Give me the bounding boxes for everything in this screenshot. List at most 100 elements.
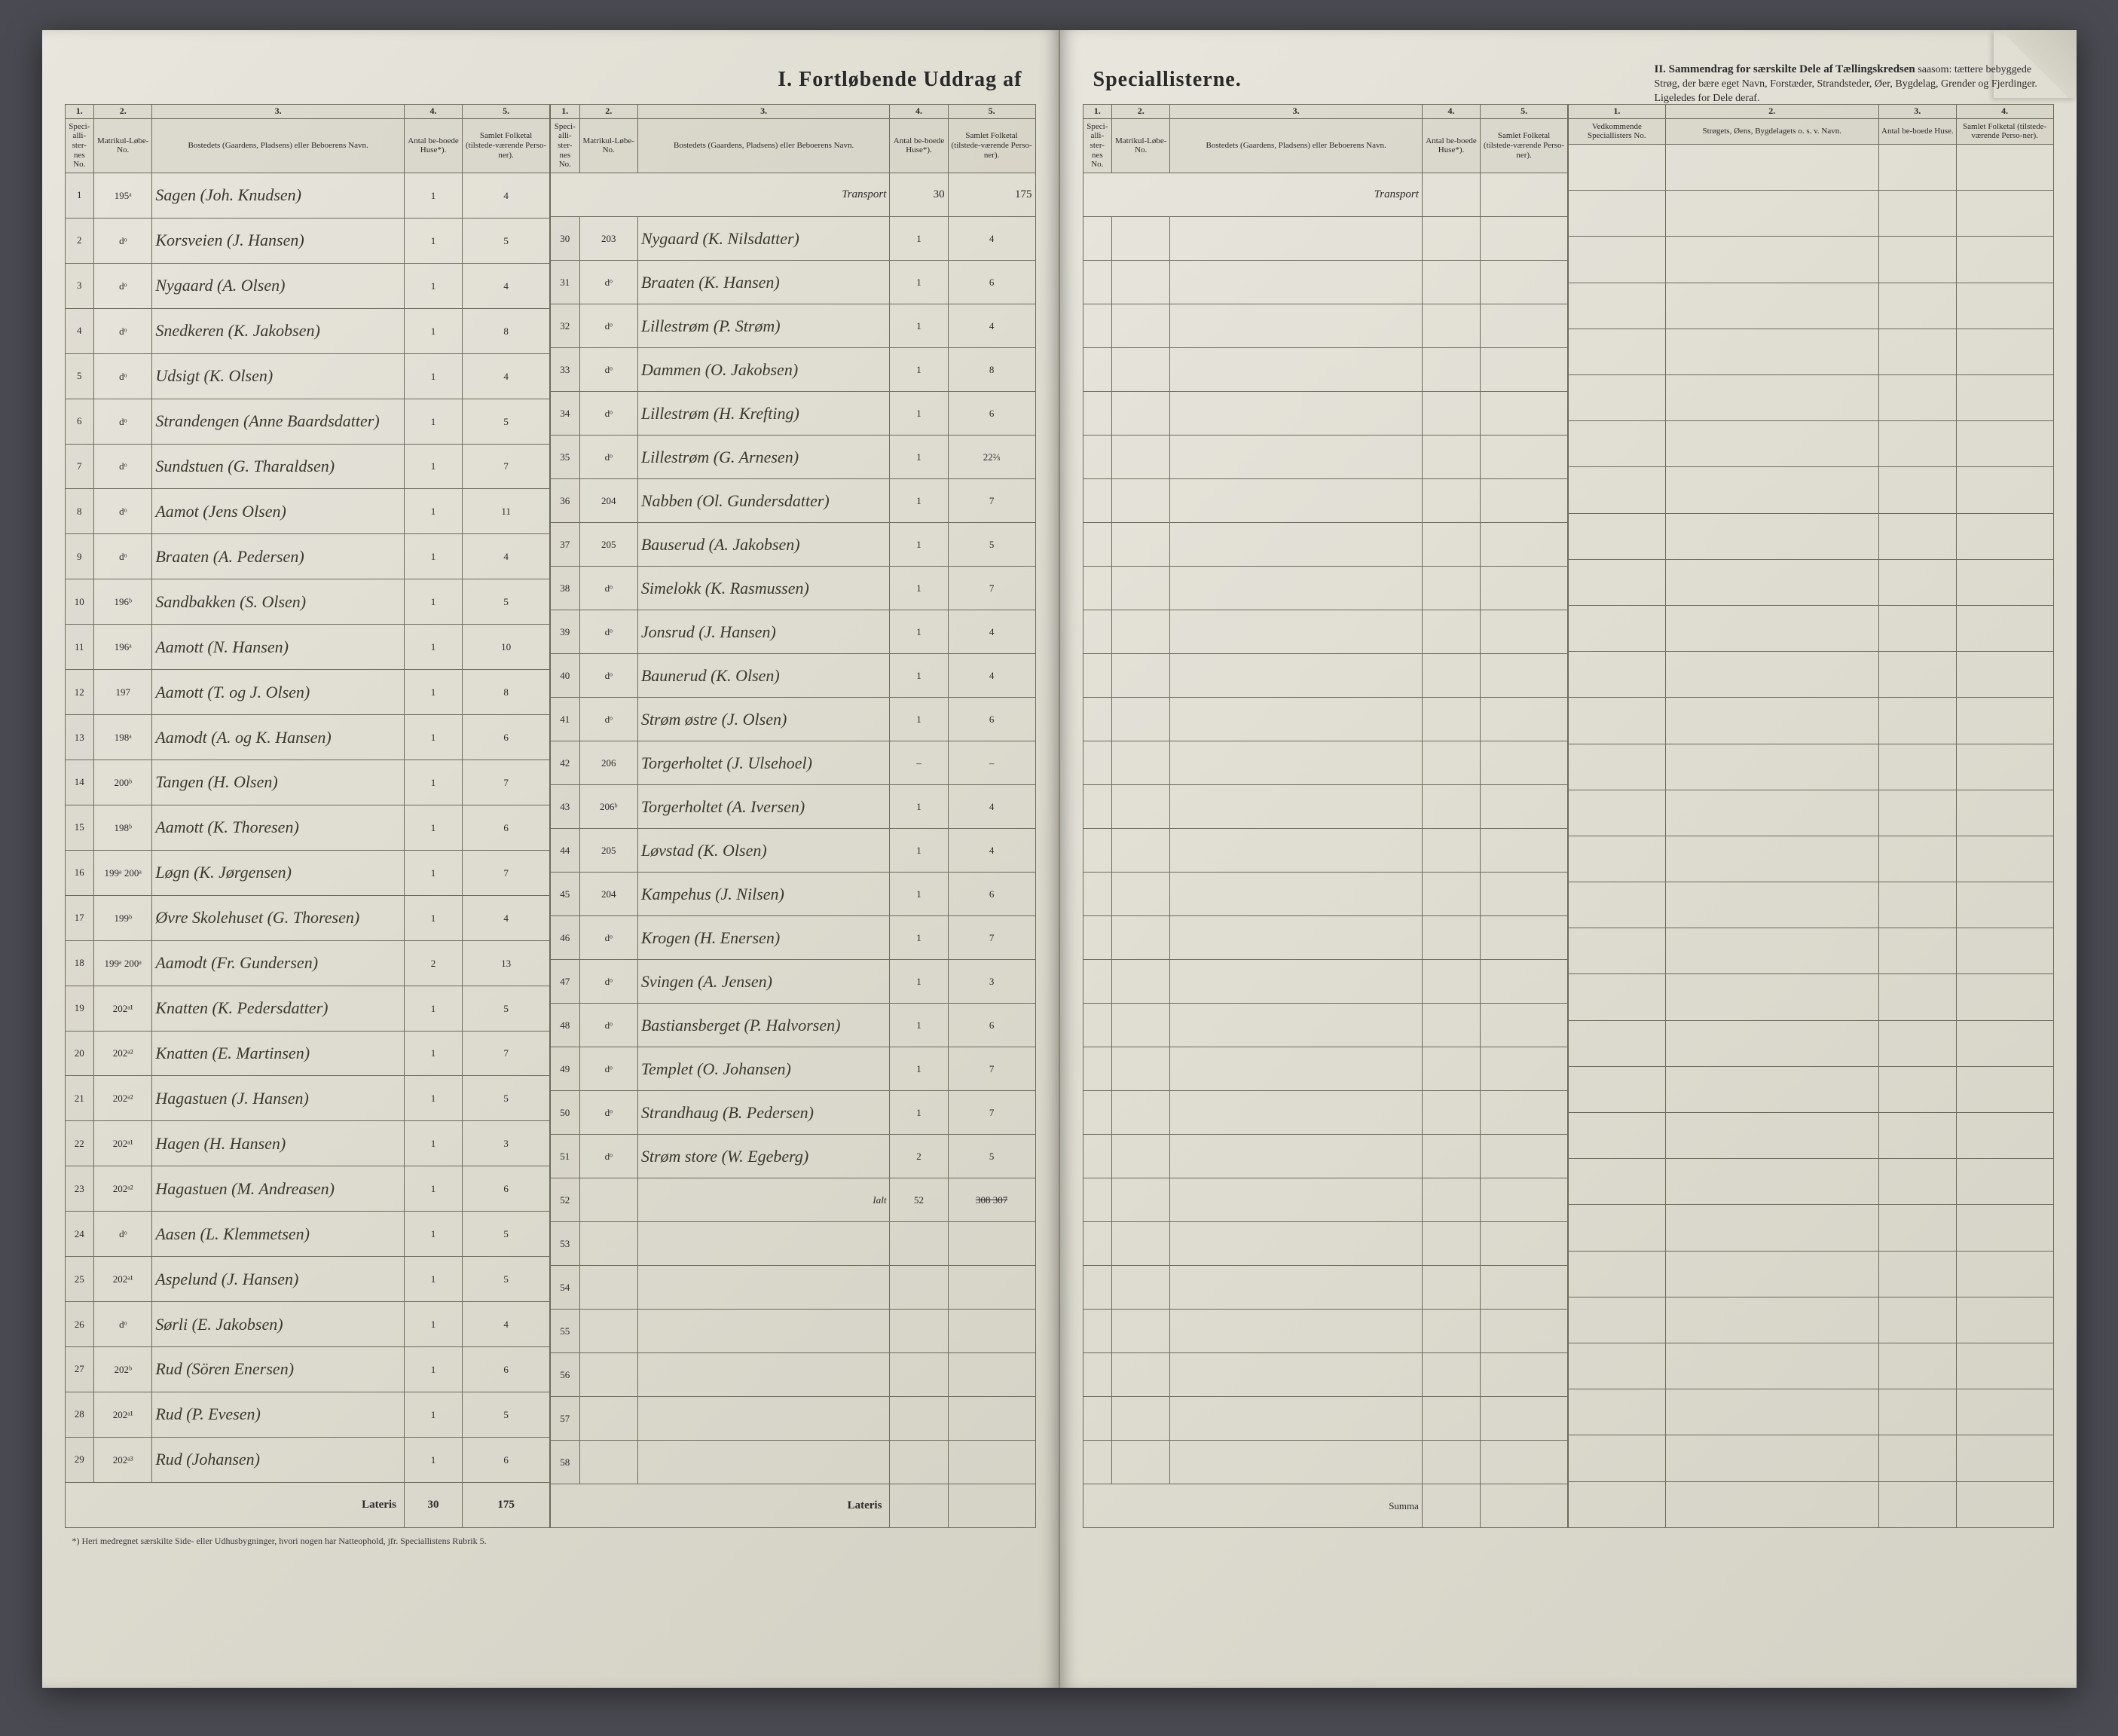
row-huse: 1: [404, 760, 462, 805]
right-page: Speciallisterne. II. Sammendrag for særs…: [1060, 30, 2077, 1688]
row-huse: 1: [890, 304, 948, 348]
row-no: 16: [65, 850, 94, 895]
table-row: [1569, 1113, 2054, 1159]
row-name: Knatten (K. Pedersdatter): [155, 998, 328, 1017]
row-huse: 1: [404, 489, 462, 534]
table-row: [1569, 928, 2054, 974]
row-matrikul: 195ᵃ: [94, 173, 152, 219]
table-row: 1 195ᵃ Sagen (Joh. Knudsen) 1 4: [65, 173, 550, 219]
row-huse: 1: [890, 1091, 948, 1135]
table-row: [1569, 375, 2054, 421]
table-row: 9 dᵒ Braaten (A. Pedersen) 1 4: [65, 534, 550, 579]
row-matrikul: dᵒ: [579, 1135, 637, 1178]
table-row: 29 202ᵃ³ Rud (Johansen) 1 6: [65, 1437, 550, 1482]
table-row: 55: [551, 1310, 1036, 1353]
row-huse: 1: [890, 392, 948, 436]
table-row: [1083, 217, 1568, 261]
row-folk: 5: [463, 1392, 550, 1437]
row-name: Knatten (E. Martinsen): [155, 1044, 310, 1062]
row-folk: 7: [948, 567, 1035, 610]
table-row: 39 dᵒ Jonsrud (J. Hansen) 1 4: [551, 610, 1036, 654]
table-row: [1569, 421, 2054, 467]
row-matrikul: dᵒ: [94, 263, 152, 308]
row-folk: 13: [463, 940, 550, 986]
row-matrikul: dᵒ: [579, 654, 637, 698]
colnum: 3.: [152, 105, 405, 119]
row-matrikul: 198ᵃ: [94, 715, 152, 760]
row-name: Løgn (K. Jørgensen): [155, 863, 292, 882]
row-no: 15: [65, 805, 94, 850]
row-no: 30: [551, 217, 580, 261]
table-row: [1083, 741, 1568, 785]
row-name: Aamodt (Fr. Gundersen): [155, 953, 318, 972]
row-folk: 3: [948, 960, 1035, 1004]
row-name: Aamott (T. og J. Olsen): [155, 683, 310, 701]
table-row: 37 205 Bauserud (A. Jakobsen) 1 5: [551, 523, 1036, 567]
table-row: 16 199ᵃ 200ᵃ Løgn (K. Jørgensen) 1 7: [65, 850, 550, 895]
table-row: 15 198ᵇ Aamott (K. Thoresen) 1 6: [65, 805, 550, 850]
row-huse: 1: [404, 218, 462, 263]
row-name: Braaten (A. Pedersen): [155, 547, 304, 566]
row-folk: 4: [463, 895, 550, 940]
row-huse: 1: [890, 217, 948, 261]
row-huse: 1: [890, 479, 948, 523]
row-matrikul: 202ᵃ²: [94, 1031, 152, 1076]
row-folk: 5: [463, 1076, 550, 1121]
row-huse: 1: [404, 1212, 462, 1257]
row-no: 3: [65, 263, 94, 308]
row-matrikul: dᵒ: [579, 698, 637, 741]
row-no: 11: [65, 625, 94, 670]
row-name: Sagen (Joh. Knudsen): [155, 185, 301, 204]
table-row: 18 199ᵃ 200ᵃ Aamodt (Fr. Gundersen) 2 13: [65, 940, 550, 986]
row-matrikul: 199ᵇ: [94, 895, 152, 940]
row-huse: 1: [404, 308, 462, 353]
table-row: [1083, 261, 1568, 304]
colnum: 1.: [551, 105, 580, 119]
table-row: [1083, 654, 1568, 698]
row-folk: 5: [463, 399, 550, 444]
row-folk: 4: [463, 263, 550, 308]
row-no: 2: [65, 218, 94, 263]
row-no: 51: [551, 1135, 580, 1178]
row-huse: 1: [890, 873, 948, 916]
row-folk: 7: [463, 1031, 550, 1076]
table-row: [1569, 1159, 2054, 1205]
row-no: 53: [551, 1222, 580, 1266]
table-row: 13 198ᵃ Aamodt (A. og K. Hansen) 1 6: [65, 715, 550, 760]
summa-row: Summa: [1083, 1484, 1568, 1528]
row-no: 23: [65, 1166, 94, 1212]
row-folk: 6: [948, 261, 1035, 304]
table-row: [1569, 559, 2054, 605]
colnum: 2.: [94, 105, 152, 119]
table-row: 10 196ᵇ Sandbakken (S. Olsen) 1 5: [65, 579, 550, 625]
row-huse: 1: [890, 1004, 948, 1047]
table-row: 33 dᵒ Dammen (O. Jakobsen) 1 8: [551, 348, 1036, 392]
row-folk: –: [948, 741, 1035, 785]
row-matrikul: dᵒ: [579, 1004, 637, 1047]
ialt-row: 52 Ialt 52 308 307: [551, 1178, 1036, 1222]
row-name: Nabben (Ol. Gundersdatter): [641, 491, 830, 510]
lateris-label: Lateris: [65, 1483, 404, 1528]
colnum: 1.: [1569, 105, 1666, 119]
table-row: [1083, 1353, 1568, 1397]
col-header: Antal be-boede Huse.: [1878, 118, 1956, 144]
row-matrikul: dᵒ: [579, 960, 637, 1004]
table-row: 25 202ᵃ¹ Aspelund (J. Hansen) 1 5: [65, 1257, 550, 1302]
table-row: [1083, 348, 1568, 392]
row-matrikul: 200ᵇ: [94, 760, 152, 805]
row-huse: 1: [890, 436, 948, 479]
col-header: Strøgets, Øens, Bygdelagets o. s. v. Nav…: [1665, 118, 1878, 144]
row-folk: 4: [463, 173, 550, 219]
row-name: Løvstad (K. Olsen): [641, 841, 767, 860]
summa-label: Summa: [1083, 1484, 1422, 1528]
row-no: 50: [551, 1091, 580, 1135]
row-no: 34: [551, 392, 580, 436]
col-header: Bostedets (Gaardens, Pladsens) eller Beb…: [152, 118, 405, 173]
row-no: 47: [551, 960, 580, 1004]
row-no: 57: [551, 1397, 580, 1441]
row-no: 24: [65, 1212, 94, 1257]
row-name: Aasen (L. Klemmetsen): [155, 1224, 310, 1243]
row-name: Tangen (H. Olsen): [155, 772, 277, 791]
ledger-block-c: 1. 2. 3. 4. 5. Speci-alli-ster-nes No. M…: [1083, 104, 1569, 1528]
table-row: [1083, 610, 1568, 654]
